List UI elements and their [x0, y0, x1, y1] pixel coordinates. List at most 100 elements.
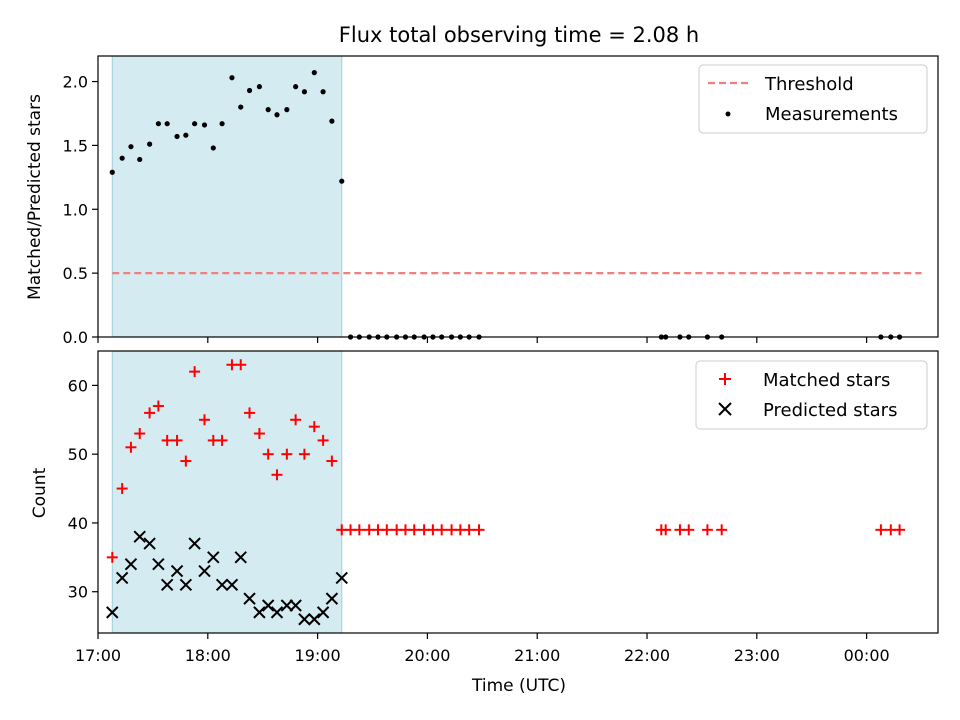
matched-star-point [180, 455, 192, 467]
measurement-point [109, 169, 115, 175]
matched-star-point [199, 414, 211, 426]
matched-star-point [381, 524, 393, 536]
top-x-ticks [97, 337, 868, 343]
measurement-point [320, 89, 326, 95]
predicted-star-point [234, 551, 247, 564]
bottom-y-ticks: 30 40 50 60 [68, 376, 98, 602]
matched-star-point [216, 434, 228, 446]
matched-star-point [134, 428, 146, 440]
top-shaded-span [111, 55, 343, 338]
predicted-star-point [289, 599, 302, 612]
predicted-star-point [179, 578, 193, 592]
top-y-tick-label: 1.0 [63, 200, 88, 219]
predicted-star-point [188, 537, 201, 550]
top-y-tick-label: 0.0 [63, 328, 88, 347]
predicted-star-point [152, 558, 165, 571]
predicted-star-point [133, 530, 146, 543]
measurement-point [311, 70, 317, 76]
measurement-point [210, 145, 216, 151]
matched-star-point [408, 524, 420, 536]
predicted-star-point [261, 599, 275, 612]
matched-star-point [353, 524, 365, 536]
measurement-point [339, 178, 345, 184]
x-tick-label: 22:00 [624, 646, 670, 665]
predicted-star-point [316, 606, 330, 619]
x-tick-label: 00:00 [844, 646, 890, 665]
measurement-point [183, 132, 189, 138]
measurement-point [174, 133, 180, 140]
measurement-point [301, 89, 308, 95]
matched-star-point [317, 434, 329, 446]
predicted-star-point [215, 578, 229, 592]
predicted-star-point [225, 578, 239, 592]
top-chart-title: Flux total observing time = 2.08 h [339, 23, 699, 47]
bottom-y-tick-label: 50 [68, 445, 88, 464]
measurement-point [147, 141, 153, 147]
matched-star-point [152, 400, 164, 412]
matched-star-point [171, 434, 183, 446]
x-tick-label: 17:00 [75, 646, 121, 665]
bottom-y-tick-label: 40 [68, 514, 88, 533]
bottom-legend-box [695, 360, 928, 430]
bottom-shaded-span [111, 350, 343, 634]
measurement-point [119, 155, 125, 161]
predicted-star-point [243, 592, 256, 605]
predicted-star-point [335, 571, 348, 585]
matched-star-point [683, 524, 695, 536]
predicted-star-point [298, 613, 311, 626]
matched-star-point [436, 524, 448, 536]
predicted-star-point [280, 599, 294, 612]
predicted-star-point [207, 551, 220, 564]
matched-star-point [235, 359, 247, 371]
legend-measurements-label: Measurements [765, 104, 898, 125]
measurement-point [284, 107, 290, 113]
predicted-star-point [143, 537, 156, 550]
bottom-axes-frame [97, 350, 939, 634]
predicted-star-point [115, 571, 129, 585]
measurement-point [201, 122, 208, 128]
predicted-star-point [170, 564, 184, 578]
x-tick-label: 20:00 [404, 646, 450, 665]
matched-star-point [463, 524, 475, 536]
matched-star-point [716, 524, 728, 536]
measurement-point [246, 87, 253, 94]
measurement-point [265, 107, 271, 113]
top-axes-frame [97, 55, 939, 338]
matched-star-point [144, 407, 156, 419]
matched-star-point [161, 434, 173, 446]
predicted-star-point [325, 592, 339, 605]
measurement-point [128, 144, 134, 150]
matched-star-point [116, 483, 128, 495]
predicted-star-point [106, 606, 119, 619]
bottom-y-tick-label: 30 [68, 583, 88, 602]
legend-measurements-swatch [725, 111, 731, 117]
top-y-tick-label: 1.5 [63, 136, 88, 155]
legend-predicted-swatch [718, 402, 732, 416]
bottom-legend: Matched stars Predicted stars [695, 360, 928, 430]
measurement-point [219, 121, 225, 127]
legend-matched-label: Matched stars [763, 370, 890, 391]
matched-star-point [290, 414, 302, 426]
measurement-point [155, 121, 161, 127]
matched-star-point [253, 428, 265, 440]
measurement-point [329, 118, 335, 124]
matched-star-point [262, 448, 274, 460]
x-tick-label: 19:00 [295, 646, 341, 665]
measurement-point [238, 104, 244, 110]
predicted-star-point [198, 564, 211, 578]
x-axis-label: Time (UTC) [471, 676, 566, 696]
measurement-point [293, 84, 299, 90]
matched-star-point [894, 524, 906, 536]
top-legend: Threshold Measurements [698, 64, 928, 134]
top-y-axis-label: Matched/Predicted stars [25, 94, 45, 300]
x-tick-label: 18:00 [185, 646, 231, 665]
matched-star-point [298, 448, 310, 460]
matched-star-point [660, 524, 672, 536]
predicted-star-point [253, 606, 266, 619]
matched-star-point [875, 524, 887, 536]
predicted-stars-points [106, 530, 348, 626]
predicted-star-point [124, 558, 138, 571]
matched-star-point [281, 448, 293, 460]
predicted-star-point [270, 606, 284, 619]
